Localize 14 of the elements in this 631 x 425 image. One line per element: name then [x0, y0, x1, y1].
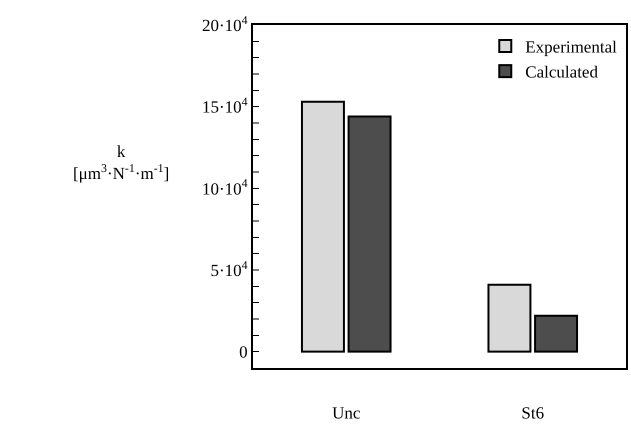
x-tick-label: Unc [332, 403, 361, 422]
x-tick-label: St6 [521, 403, 544, 422]
y-axis-title: k [μm$^{3}$·N$^{-1}$·m$^{-1}$] [73, 142, 170, 184]
y-tick-label: 0 [239, 342, 248, 362]
y-tick-label: 10·10$^{4}$ [202, 176, 248, 198]
y-tick-label: 20·10$^{4}$ [202, 12, 248, 35]
bar [487, 284, 532, 353]
y-tick-label: 5·10$^{4}$ [210, 258, 248, 280]
bar [348, 115, 392, 353]
legend-label: Calculated [525, 62, 598, 82]
bar [534, 314, 578, 353]
y-tick-label: 15·10$^{4}$ [202, 94, 248, 117]
legend-label: Experimental [525, 38, 618, 57]
bar [300, 100, 345, 353]
